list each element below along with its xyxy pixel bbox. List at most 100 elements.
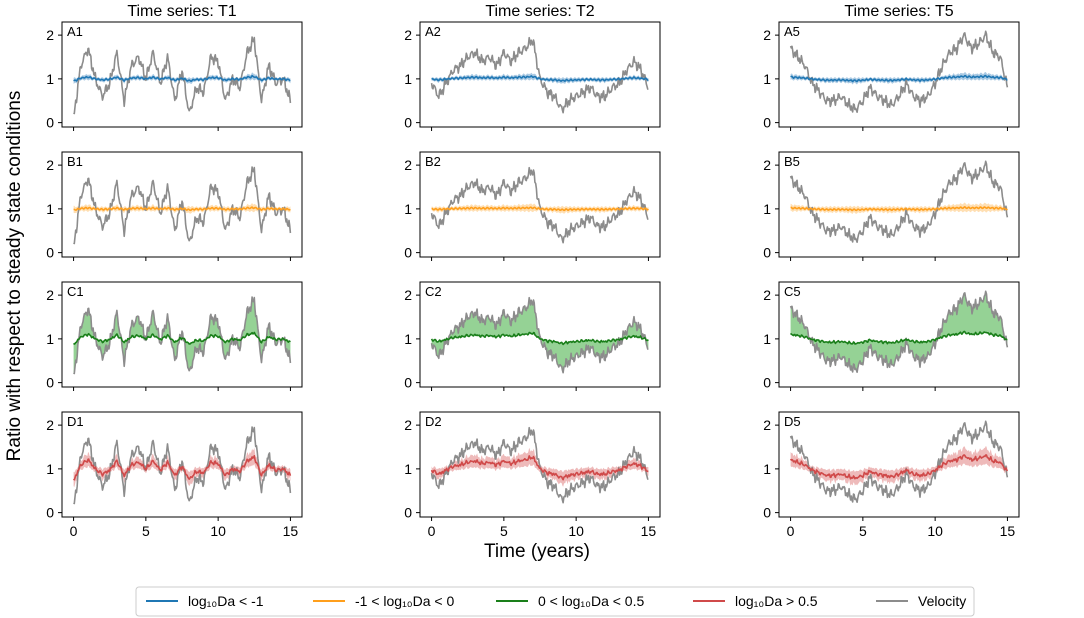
panel-label: D1 [67,414,84,429]
panel-D1: D1 0 1 2 0 5 10 15 [46,411,303,539]
panel-D2: D2 0 1 2 0 5 10 15 [404,411,661,539]
legend: log₁₀Da < -1 -1 < log₁₀Da < 0 0 < log₁₀Da … [135,586,975,617]
mean-line-A1 [73,74,291,82]
legend-entry: log₁₀Da > 0.5 [693,593,818,609]
band-A5 [790,72,1008,85]
panel-frame [61,21,303,128]
panel-label: A1 [67,24,83,39]
y-tick-label: 2 [404,157,412,173]
y-tick-label: 0 [763,375,771,391]
velocity-line-C1 [72,296,292,375]
y-tick-label: 0 [404,375,412,391]
x-tick-label: 10 [927,523,943,539]
band-B5 [790,202,1008,214]
panel-C2: C2 0 1 2 [404,281,661,391]
y-tick-label: 2 [404,417,412,433]
panel-frame [419,151,661,258]
y-tick-label: 0 [763,245,771,261]
x-tick-label: 0 [787,523,795,539]
legend-entry: 0 < log₁₀Da < 0.5 [496,593,644,609]
mean-line-B2 [431,206,649,212]
velocity-line-B5 [789,160,1009,243]
panel-D5: D5 0 1 2 0 5 10 15 [763,411,1020,539]
y-tick-label: 2 [46,157,54,173]
x-tick-label: 0 [70,523,78,539]
panel-label: D2 [425,414,442,429]
x-tick-label: 10 [568,523,584,539]
panel-label: A2 [425,24,441,39]
column-title: Time series: T5 [844,3,953,20]
panel-label: A5 [784,24,800,39]
y-tick-label: 1 [763,71,771,87]
mean-line-C2 [430,331,649,346]
panel-label: B5 [784,154,800,169]
legend-label: log₁₀Da > 0.5 [735,593,818,609]
y-tick-label: 1 [404,461,412,477]
mean-line-B5 [790,206,1008,212]
y-tick-label: 0 [404,245,412,261]
y-tick-label: 2 [404,27,412,43]
y-tick-label: 0 [404,115,412,131]
panel-frame [419,281,661,388]
y-tick-label: 0 [763,115,771,131]
velocity-line-B2 [430,166,649,244]
y-tick-label: 1 [46,331,54,347]
panel-label: B2 [425,154,441,169]
x-tick-label: 5 [500,523,508,539]
y-tick-label: 1 [46,201,54,217]
mean-line-C5 [789,330,1008,345]
mean-line-D2 [430,455,649,481]
y-tick-label: 1 [763,201,771,217]
mean-line-A5 [790,74,1008,83]
panel-C1: C1 0 1 2 [46,281,303,391]
band-D5 [790,446,1008,486]
mean-line-D1 [72,454,292,481]
x-tick-label: 0 [428,523,436,539]
velocity-line-D5 [789,420,1009,504]
y-tick-label: 0 [763,505,771,521]
panel-B1: B1 0 1 2 [46,151,303,261]
x-tick-label: 15 [641,523,657,539]
y-tick-label: 2 [763,157,771,173]
velocity-line-A2 [430,36,649,114]
x-tick-label: 5 [859,523,867,539]
legend-label: -1 < log₁₀Da < 0 [355,593,454,609]
x-tick-label: 10 [210,523,226,539]
panel-label: C1 [67,284,84,299]
panel-label: B1 [67,154,83,169]
panel-A2: A2 0 1 2 Time series: T2 [404,3,661,131]
panel-frame [61,151,303,258]
y-tick-label: 0 [46,375,54,391]
panel-B2: B2 0 1 2 [404,151,661,261]
legend-entry: Velocity [876,593,966,609]
panel-frame [778,151,1020,258]
y-tick-label: 2 [763,27,771,43]
panel-label: D5 [784,414,801,429]
legend-label: log₁₀Da < -1 [188,593,264,609]
y-tick-label: 1 [46,461,54,477]
x-axis-label: Time (years) [484,541,590,562]
velocity-line-D1 [72,426,292,505]
panel-frame [419,21,661,128]
y-tick-label: 2 [763,287,771,303]
y-axis-label: Ratio with respect to steady state condi… [4,91,25,462]
panel-C5: C5 0 1 2 [763,281,1020,391]
legend-entry: log₁₀Da < -1 [146,593,264,609]
y-tick-label: 2 [46,27,54,43]
panel-frame [778,21,1020,128]
legend-label: Velocity [918,593,966,609]
velocity-line-A1 [72,36,292,115]
panel-label: C5 [784,284,801,299]
velocity-line-B1 [72,166,292,245]
y-tick-label: 1 [404,201,412,217]
y-tick-label: 1 [404,331,412,347]
panel-grid: A1 0 1 2 Time series: T1 A2 0 1 2 Time series: T2… [46,3,1020,539]
panel-frame [419,411,661,518]
panel-frame [61,281,303,388]
panel-frame [778,411,1020,518]
panel-frame [778,281,1020,388]
x-tick-label: 15 [1000,523,1016,539]
mean-line-C1 [72,331,291,345]
y-tick-label: 0 [46,245,54,261]
velocity-line-D2 [430,426,649,504]
